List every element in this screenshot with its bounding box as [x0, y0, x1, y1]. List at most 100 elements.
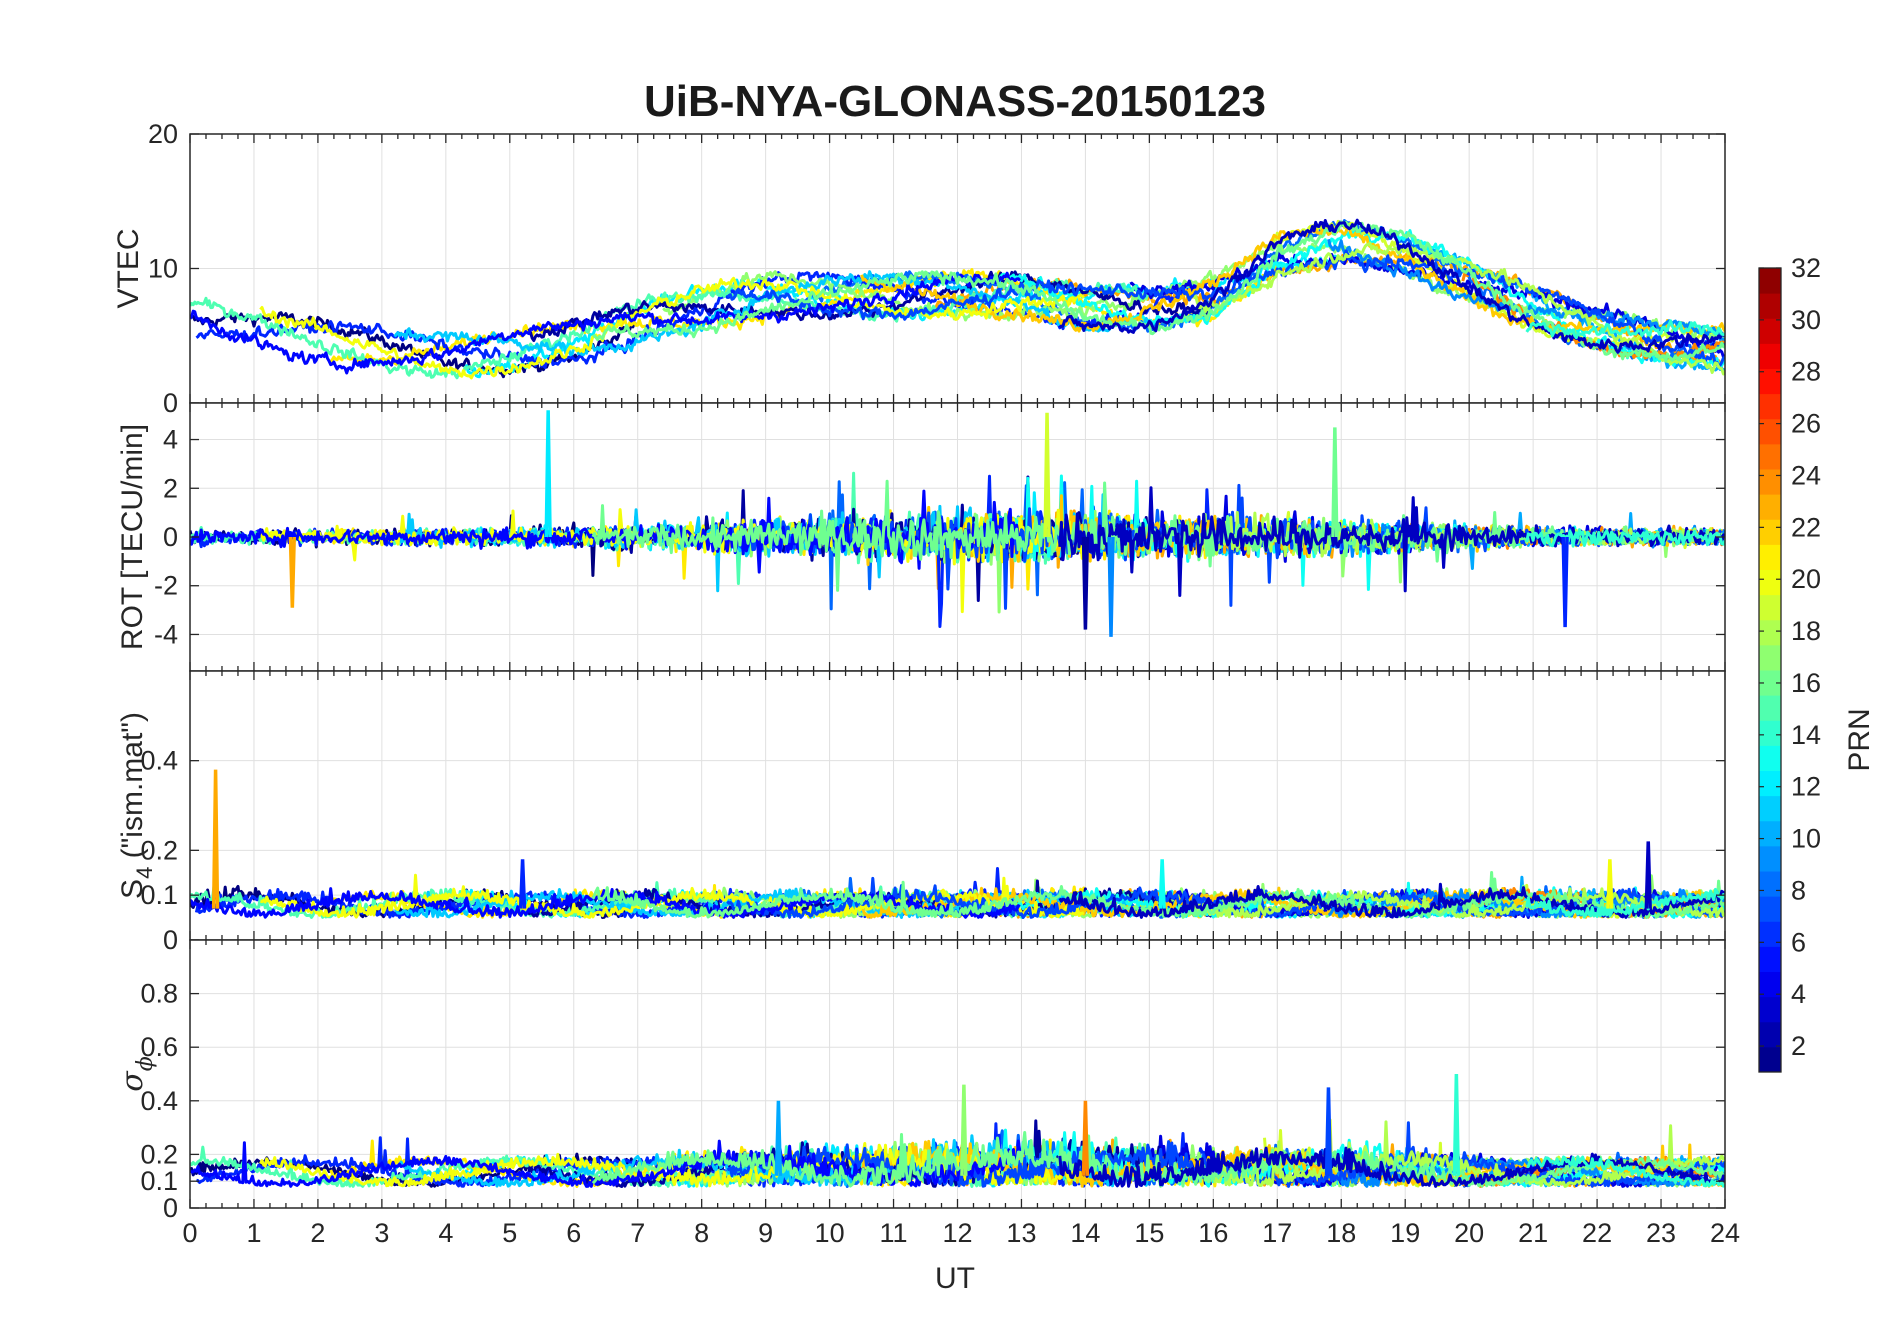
y-tick-label: 10	[148, 254, 178, 284]
colorbar-tick-label: 2	[1791, 1031, 1806, 1061]
x-axis-label: UT	[935, 1262, 975, 1295]
colorbar-band	[1759, 469, 1781, 495]
spike-mark	[1331, 427, 1339, 538]
y-tick-label: -2	[154, 571, 178, 601]
colorbar-band	[1759, 544, 1781, 570]
y-tick-label: 0.2	[140, 835, 178, 865]
x-tick-label: 23	[1646, 1218, 1676, 1248]
colorbar-band	[1759, 795, 1781, 822]
colorbar-tick-label: 26	[1791, 409, 1821, 439]
series-line	[1193, 887, 1725, 919]
series-group	[190, 410, 1725, 637]
y-axis-label: VTEC	[112, 228, 145, 308]
colorbar-band	[1759, 770, 1781, 797]
colorbar-band	[1759, 368, 1781, 395]
colorbar-band	[1759, 946, 1781, 972]
series-line	[662, 242, 1725, 343]
colorbar-band	[1759, 1046, 1781, 1073]
y-tick-label: 0	[163, 1193, 178, 1223]
x-tick-label: 18	[1326, 1218, 1356, 1248]
spike-mark	[1606, 859, 1614, 909]
x-tick-label: 12	[942, 1218, 972, 1248]
colorbar-band	[1759, 569, 1781, 596]
x-tick-label: 11	[880, 1218, 908, 1248]
panel-rot: -4 -2 0 2 4 ROT [TECU/min]	[116, 402, 1726, 672]
series-line	[190, 271, 1021, 375]
panel-vtec: 0 10 20 VTEC	[112, 119, 1726, 418]
series-line	[260, 873, 1085, 919]
series-line	[527, 1119, 1213, 1188]
spike-mark	[774, 1100, 783, 1176]
spike-mark	[1043, 412, 1051, 538]
colorbar-band	[1759, 619, 1781, 646]
series-line	[259, 276, 1085, 380]
spike-mark	[1107, 536, 1115, 637]
colorbar-band	[1759, 820, 1781, 847]
y-tick-label: 20	[148, 119, 178, 149]
series-group	[190, 1073, 1725, 1188]
colorbar-band	[1759, 443, 1781, 470]
colorbar-tick-label: 24	[1791, 460, 1821, 490]
y-axis-label-sub: 4	[132, 867, 157, 879]
colorbar-band	[1759, 268, 1781, 294]
x-tick-label: 3	[374, 1218, 389, 1248]
colorbar-band	[1759, 896, 1781, 922]
x-tick-label: 20	[1454, 1218, 1484, 1248]
x-tick-label: 21	[1518, 1218, 1548, 1248]
y-axis-label-main: σ	[115, 1070, 150, 1092]
y-tick-label: -4	[154, 619, 178, 649]
colorbar-band	[1759, 519, 1781, 545]
series-line	[1525, 887, 1725, 919]
colorbar-tick-label: 10	[1791, 824, 1821, 854]
x-tick-label: 13	[1006, 1218, 1036, 1248]
colorbar-tick-label: 32	[1791, 253, 1821, 283]
colorbar-band	[1759, 720, 1781, 746]
chart-title: UiB-NYA-GLONASS-20150123	[644, 77, 1266, 126]
colorbar-tick-label: 4	[1791, 979, 1806, 1009]
x-tick-label: 8	[694, 1218, 709, 1248]
x-tick-label: 0	[182, 1218, 197, 1248]
series-line	[1526, 1155, 1725, 1188]
y-tick-label: 0.1	[140, 1166, 178, 1196]
y-tick-label: 0	[163, 388, 178, 418]
colorbar-band	[1759, 996, 1781, 1023]
y-axis-label-sub: ϕ	[133, 1056, 158, 1071]
series-line	[190, 1139, 1022, 1188]
x-tick-label: 22	[1582, 1218, 1612, 1248]
colorbar-tick-label: 12	[1791, 772, 1821, 802]
x-tick-label: 10	[815, 1218, 845, 1248]
y-axis-label-tail: ("ism.mat")	[116, 712, 149, 867]
ticks	[189, 940, 1726, 1209]
spike-mark	[1561, 536, 1569, 628]
spike-mark	[544, 410, 552, 538]
x-tick-label: 1	[246, 1218, 261, 1248]
spike-mark	[1081, 536, 1090, 630]
colorbar-border	[1758, 267, 1782, 1073]
colorbar-band	[1759, 695, 1781, 721]
colorbar-band	[1759, 745, 1781, 771]
colorbar-tick-label: 8	[1791, 875, 1806, 905]
colorbar-band	[1759, 494, 1781, 520]
series-line	[1525, 319, 1725, 340]
colorbar-tick-label: 28	[1791, 357, 1821, 387]
x-tick-label: 19	[1390, 1218, 1420, 1248]
y-tick-label: 4	[163, 425, 178, 455]
x-tick-label: 17	[1262, 1218, 1292, 1248]
series-line	[1461, 271, 1725, 363]
spike-mark	[211, 769, 220, 909]
series-line	[1525, 528, 1725, 548]
y-axis-label: σϕ	[115, 1056, 158, 1091]
colorbar-band	[1759, 343, 1781, 369]
series-line	[726, 249, 1725, 368]
y-tick-label: 0.4	[140, 746, 178, 776]
colorbar-band	[1759, 871, 1781, 897]
x-tick-label: 5	[502, 1218, 517, 1248]
colorbar-tick-label: 30	[1791, 305, 1821, 335]
y-axis-label: ROT [TECU/min]	[116, 424, 149, 650]
series-line	[1058, 218, 1725, 354]
colorbar-band	[1759, 644, 1781, 671]
y-tick-label: 0.6	[140, 1032, 178, 1062]
series-line	[1058, 1146, 1725, 1188]
